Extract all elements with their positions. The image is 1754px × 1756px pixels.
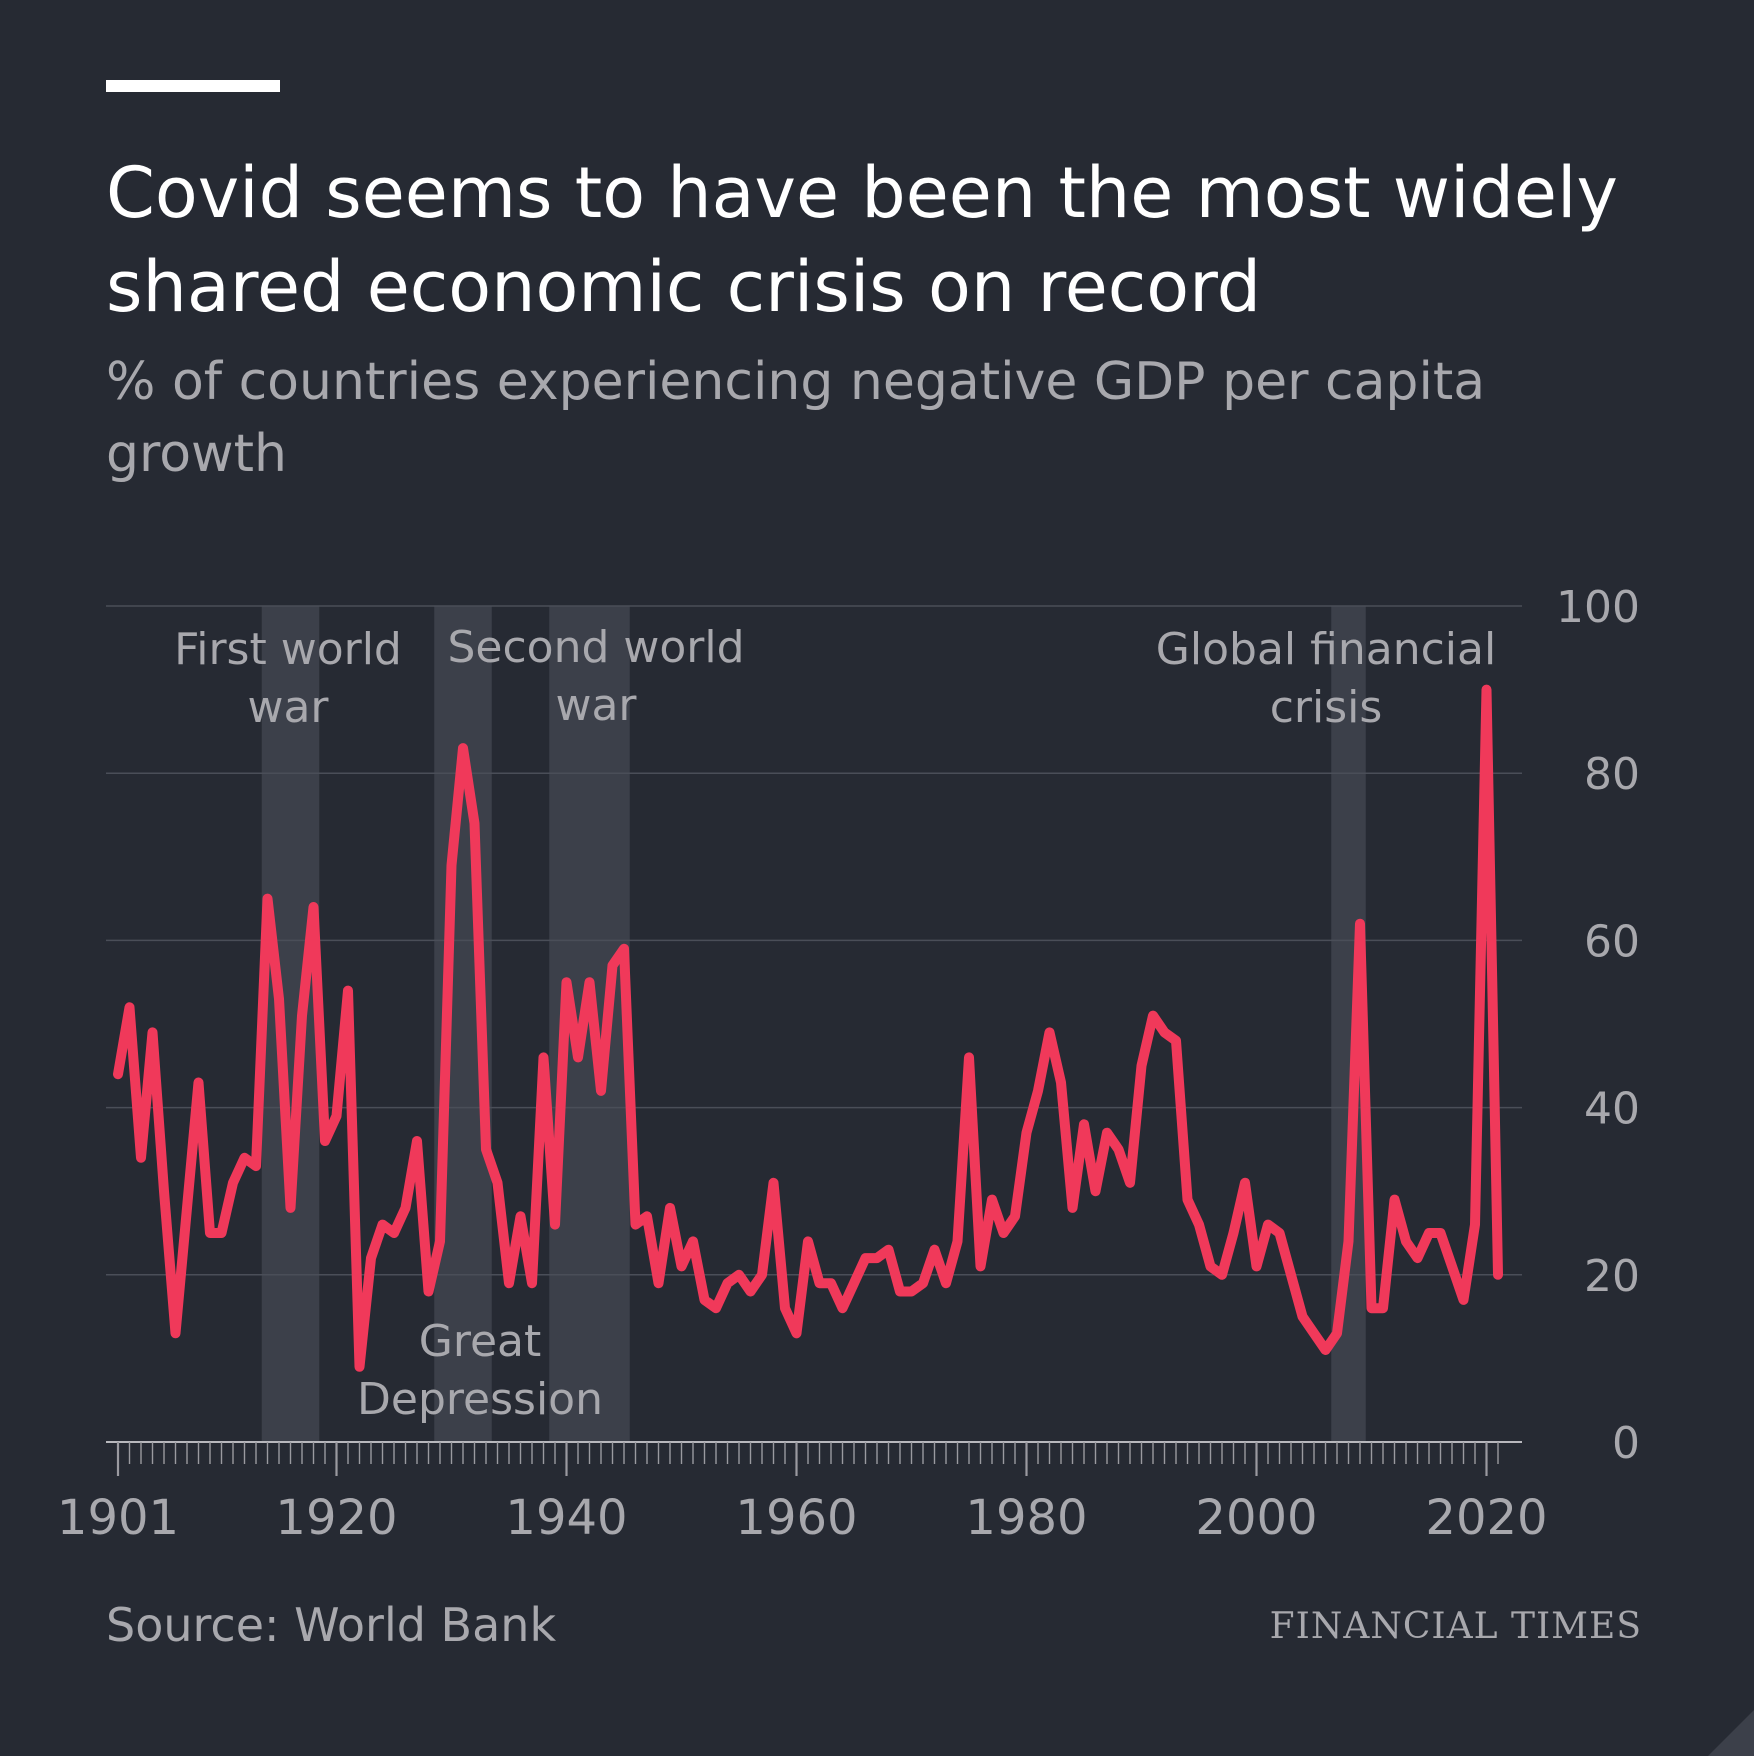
source-note: Source: World Bank — [106, 1598, 557, 1652]
y-tick-label: 80 — [1584, 749, 1640, 800]
x-tick-label: 2000 — [1195, 1490, 1317, 1546]
y-tick-label: 40 — [1584, 1084, 1640, 1135]
series-layer — [113, 684, 1503, 1372]
x-tick-label: 1920 — [275, 1490, 397, 1546]
y-tick-label: 100 — [1556, 582, 1640, 633]
top-rule — [106, 80, 280, 92]
y-tick-label: 0 — [1612, 1418, 1640, 1469]
x-tick-label: 1901 — [57, 1490, 179, 1546]
brand-logo: FINANCIAL TIMES — [1269, 1606, 1642, 1647]
x-tick-label: 1940 — [505, 1490, 627, 1546]
chart-subtitle: % of countries experiencing negative GDP… — [106, 352, 1486, 484]
period-label: war — [247, 682, 329, 733]
y-axis: 0 20 40 60 80 100 — [1556, 582, 1640, 1469]
period-label: war — [555, 680, 637, 731]
period-label: First world — [174, 624, 402, 675]
period-label: Global financial — [1156, 624, 1496, 675]
period-label: Second world — [447, 622, 744, 673]
y-tick-label: 20 — [1584, 1251, 1640, 1302]
y-tick-label: 60 — [1584, 916, 1640, 967]
x-tick-label: 2020 — [1425, 1490, 1547, 1546]
shaded-period-0 — [261, 606, 320, 1442]
period-label: Depression — [357, 1374, 603, 1425]
corner-fold — [1708, 1710, 1754, 1756]
period-label: crisis — [1270, 682, 1383, 733]
x-tick-label: 1980 — [965, 1490, 1087, 1546]
series-line-0 — [113, 684, 1503, 1372]
period-labels: First world war Great Depression Second worl… — [174, 622, 1496, 1425]
x-axis: 1901 1920 1940 1960 1980 2000 2020 — [57, 1441, 1548, 1546]
period-label: Great — [419, 1316, 542, 1367]
x-tick-label: 1960 — [735, 1490, 857, 1546]
chart-title: Covid seems to have been the most widely… — [106, 152, 1618, 328]
